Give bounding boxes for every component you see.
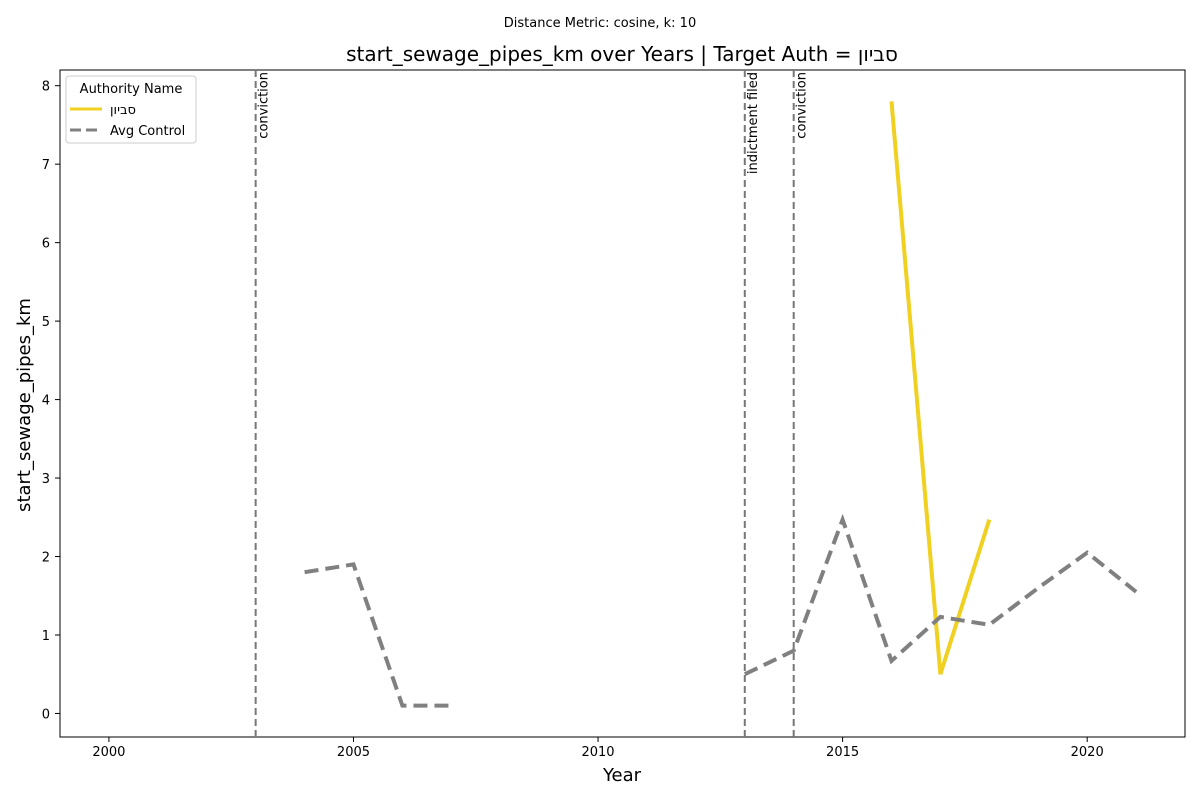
x-tick-label: 2005 [337, 745, 370, 760]
plot-area-frame [59, 69, 1186, 738]
x-tick-label: 2015 [826, 745, 859, 760]
event-markers: conviction indictment filed conviction [254, 70, 810, 737]
y-tick-label: 8 [42, 80, 50, 95]
x-axis: 2000 2005 2010 2015 2020 [92, 737, 1104, 760]
legend-label-target: סביון [110, 103, 136, 118]
event-label: conviction [795, 72, 810, 139]
event-label: indictment filed [746, 72, 761, 174]
x-tick-label: 2020 [1071, 745, 1104, 760]
y-tick-label: 3 [42, 472, 50, 487]
y-tick-label: 7 [42, 158, 50, 173]
x-axis-label: Year [602, 765, 642, 786]
y-tick-label: 6 [42, 237, 50, 252]
legend-title: Authority Name [80, 82, 183, 97]
chart-title: start_sewage_pipes_km over Years | Targe… [346, 42, 898, 66]
series-line-control [743, 513, 1138, 677]
x-tick-label: 2010 [581, 745, 614, 760]
series-line-target [889, 101, 992, 675]
y-tick-label: 0 [42, 707, 50, 722]
y-tick-label: 2 [42, 551, 50, 566]
event-label: conviction [257, 72, 272, 139]
y-axis-label: start_sewage_pipes_km [14, 298, 35, 512]
chart-suptitle: Distance Metric: cosine, k: 10 [504, 16, 696, 31]
legend-label-control: Avg Control [110, 124, 185, 139]
legend: Authority Name סביון Avg Control [65, 75, 197, 144]
legend-box [65, 75, 197, 144]
y-tick-label: 4 [42, 394, 50, 409]
x-tick-label: 2000 [92, 745, 125, 760]
series-line-control [304, 562, 452, 708]
series-lines [304, 101, 1138, 708]
y-axis: 0 1 2 3 4 5 6 7 8 [42, 80, 60, 722]
y-tick-label: 1 [42, 629, 50, 644]
y-tick-label: 5 [42, 315, 50, 330]
